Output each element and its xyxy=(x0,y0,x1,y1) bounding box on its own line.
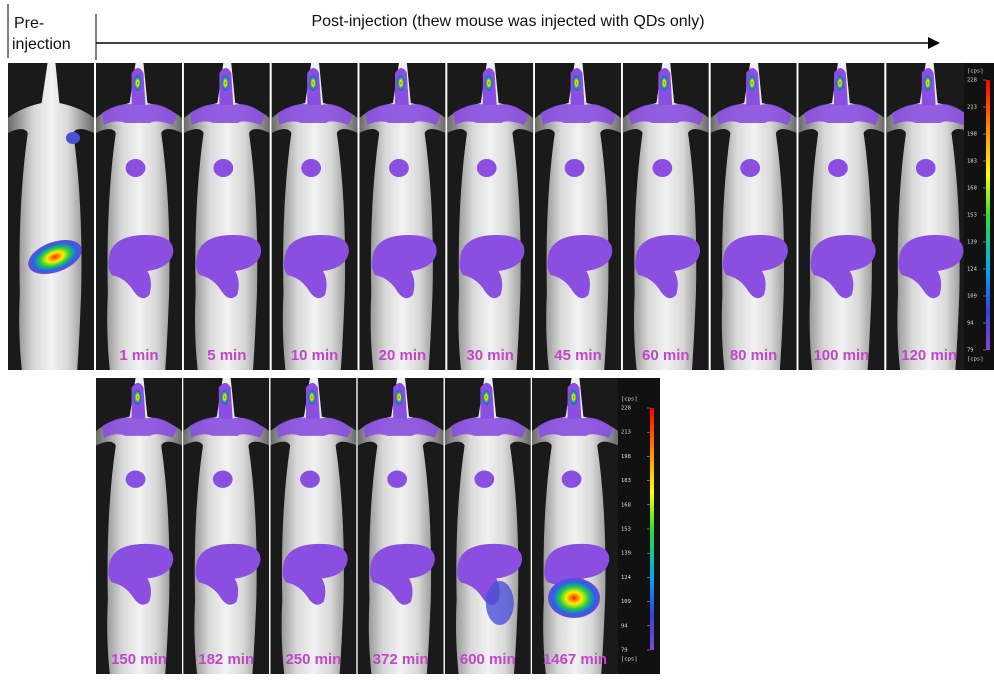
mouse xyxy=(8,63,94,370)
colorbar-tick: 124 xyxy=(621,575,632,581)
colorbar-tick: 153 xyxy=(621,527,631,533)
colorbar-tick: 109 xyxy=(621,599,631,605)
colorbar-tick: 183 xyxy=(967,159,977,165)
time-label: 250 min xyxy=(285,651,341,668)
colorbar-tick: 213 xyxy=(967,105,977,111)
colorbar-tick: 139 xyxy=(621,551,631,557)
time-label: 100 min xyxy=(813,347,869,364)
colorbar-tick: 94 xyxy=(621,623,628,629)
colorbar-tick: 109 xyxy=(967,294,977,300)
time-label: 150 min xyxy=(111,651,167,668)
colorbar-tick: 183 xyxy=(621,478,631,484)
colorbar-unit: [cps] xyxy=(621,657,638,663)
time-label: 5 min xyxy=(207,347,246,364)
time-label: 30 min xyxy=(466,347,514,364)
colorbar-unit: [cps] xyxy=(621,397,638,403)
colorbar-tick: 79 xyxy=(621,648,628,654)
time-label: 60 min xyxy=(642,347,690,364)
time-label: 20 min xyxy=(379,347,427,364)
colorbar-tick: 198 xyxy=(967,132,977,138)
colorbar xyxy=(986,80,990,350)
colorbar-tick: 168 xyxy=(967,186,977,192)
colorbar xyxy=(650,408,654,650)
time-label: 120 min xyxy=(901,347,957,364)
colorbar-tick: 139 xyxy=(967,240,977,246)
time-label: 45 min xyxy=(554,347,602,364)
colorbar-tick: 94 xyxy=(967,321,974,327)
colorbar-tick: 213 xyxy=(621,430,631,436)
colorbar-tick: 228 xyxy=(967,78,977,84)
post-label: Post-injection (thew mouse was injected … xyxy=(311,13,704,30)
colorbar-tick: 153 xyxy=(967,213,977,219)
pre-label: injection xyxy=(12,36,71,53)
signal xyxy=(66,132,80,144)
signal xyxy=(485,581,514,625)
time-label: 10 min xyxy=(291,347,339,364)
colorbar-unit: [cps] xyxy=(967,69,984,75)
time-label: 372 min xyxy=(373,651,429,668)
colorbar-tick: 198 xyxy=(621,454,631,460)
colorbar-tick: 228 xyxy=(621,406,631,412)
time-label: 1467 min xyxy=(543,651,607,668)
arrow-head xyxy=(928,37,940,49)
colorbar-tick: 79 xyxy=(967,348,974,354)
time-label: 600 min xyxy=(460,651,516,668)
colorbar-unit: [cps] xyxy=(967,357,984,363)
time-label: 1 min xyxy=(119,347,158,364)
time-label: 182 min xyxy=(198,651,254,668)
pre-label: Pre- xyxy=(14,15,44,32)
signal xyxy=(28,239,82,275)
signal xyxy=(548,578,600,618)
colorbar-tick: 168 xyxy=(621,502,631,508)
time-label: 80 min xyxy=(730,347,778,364)
colorbar-tick: 124 xyxy=(967,267,978,273)
